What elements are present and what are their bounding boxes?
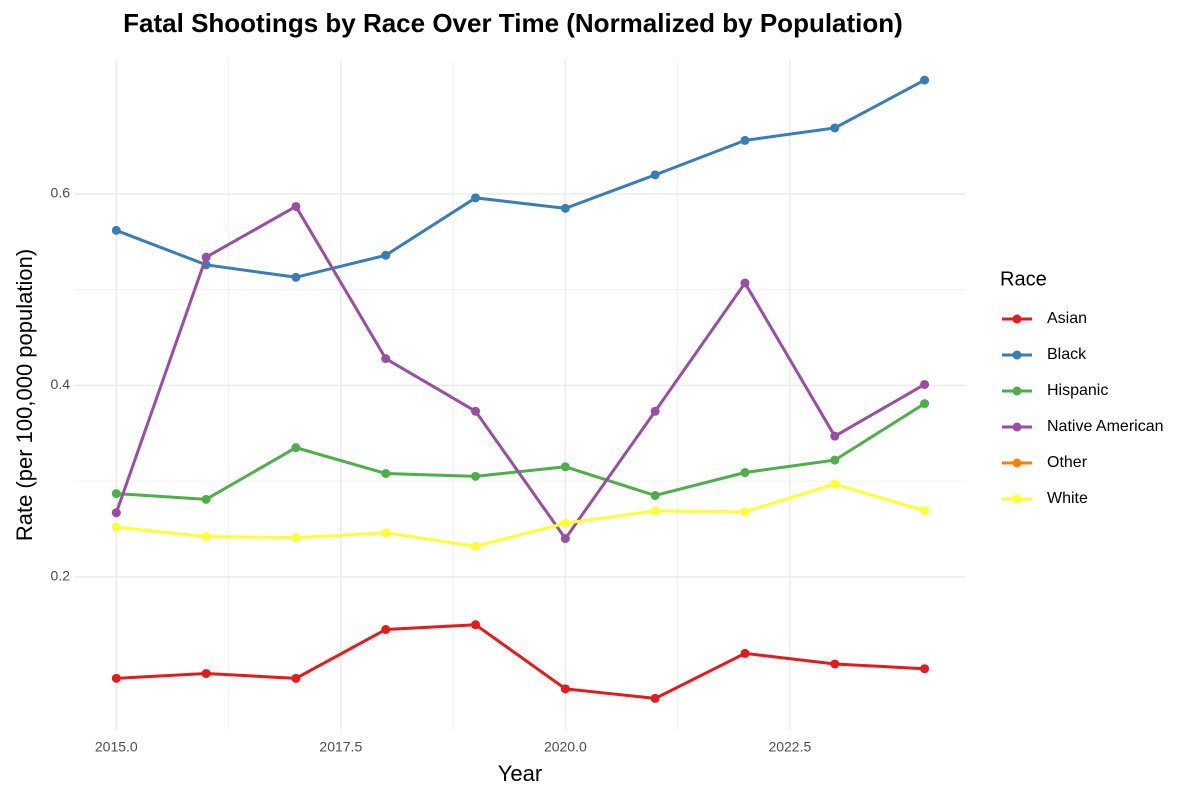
data-point xyxy=(201,494,211,504)
legend-key-point xyxy=(1012,422,1022,432)
data-point xyxy=(381,250,391,260)
data-point xyxy=(291,673,301,683)
legend-key-point xyxy=(1012,314,1022,324)
data-point xyxy=(920,399,930,409)
data-point xyxy=(920,379,930,389)
data-point xyxy=(471,620,481,630)
data-point xyxy=(740,507,750,517)
data-point xyxy=(920,75,930,85)
data-point xyxy=(560,203,570,213)
data-point xyxy=(111,225,121,235)
legend-label: Asian xyxy=(1047,310,1087,327)
data-point xyxy=(291,533,301,543)
data-point xyxy=(830,455,840,465)
data-point xyxy=(920,506,930,516)
legend-label: Black xyxy=(1047,346,1087,363)
data-point xyxy=(201,669,211,679)
series-line xyxy=(116,482,926,548)
series-line xyxy=(116,623,925,700)
legend-key-point xyxy=(1012,494,1022,504)
data-point xyxy=(830,479,840,489)
legend-label: White xyxy=(1047,490,1088,507)
data-point xyxy=(830,431,840,441)
data-point xyxy=(471,471,481,481)
legend-key-point xyxy=(1012,386,1022,396)
data-point xyxy=(740,278,750,288)
data-point xyxy=(291,272,301,282)
legend-title: Race xyxy=(1000,268,1047,290)
data-point xyxy=(381,528,391,538)
data-point xyxy=(650,406,660,416)
x-tick-label: 2015.0 xyxy=(95,739,138,755)
y-tick-label: 0.2 xyxy=(51,568,71,584)
data-point xyxy=(201,532,211,542)
y-tick-label: 0.4 xyxy=(51,376,71,392)
series-line xyxy=(115,78,926,279)
x-tick-label: 2022.5 xyxy=(768,739,811,755)
legend-label: Other xyxy=(1047,454,1088,471)
series-line xyxy=(116,402,926,501)
data-point xyxy=(381,625,391,634)
data-point xyxy=(471,541,481,551)
legend-label: Native American xyxy=(1047,418,1164,435)
data-point xyxy=(740,135,750,145)
data-point xyxy=(740,468,750,478)
legend-key-point xyxy=(1012,458,1022,468)
data-point xyxy=(560,518,570,528)
data-point xyxy=(650,506,660,516)
data-point xyxy=(830,123,840,133)
data-point xyxy=(650,693,660,703)
data-point xyxy=(111,508,121,518)
data-point xyxy=(381,354,391,364)
data-point xyxy=(560,462,570,472)
legend-label: Hispanic xyxy=(1047,382,1108,399)
x-tick-label: 2020.0 xyxy=(544,739,587,755)
y-axis-title: Rate (per 100,000 population) xyxy=(12,249,37,541)
data-point xyxy=(381,468,391,478)
data-point xyxy=(201,252,211,262)
data-point xyxy=(560,684,570,694)
data-point xyxy=(560,534,570,544)
data-point xyxy=(111,673,121,683)
data-point xyxy=(471,193,481,203)
data-point xyxy=(740,648,750,658)
series-line xyxy=(114,204,926,542)
x-axis-title: Year xyxy=(498,761,542,786)
data-point xyxy=(650,491,660,500)
y-tick-label: 0.6 xyxy=(51,185,71,201)
data-point xyxy=(471,406,481,416)
legend-key-point xyxy=(1012,350,1022,360)
data-point xyxy=(830,659,840,669)
data-point xyxy=(111,489,121,499)
x-tick-label: 2017.5 xyxy=(319,739,362,755)
data-point xyxy=(650,170,660,180)
data-point xyxy=(111,522,121,532)
data-point xyxy=(920,664,930,674)
data-point xyxy=(291,201,301,211)
data-point xyxy=(291,443,301,453)
chart-title: Fatal Shootings by Race Over Time (Norma… xyxy=(123,8,903,38)
